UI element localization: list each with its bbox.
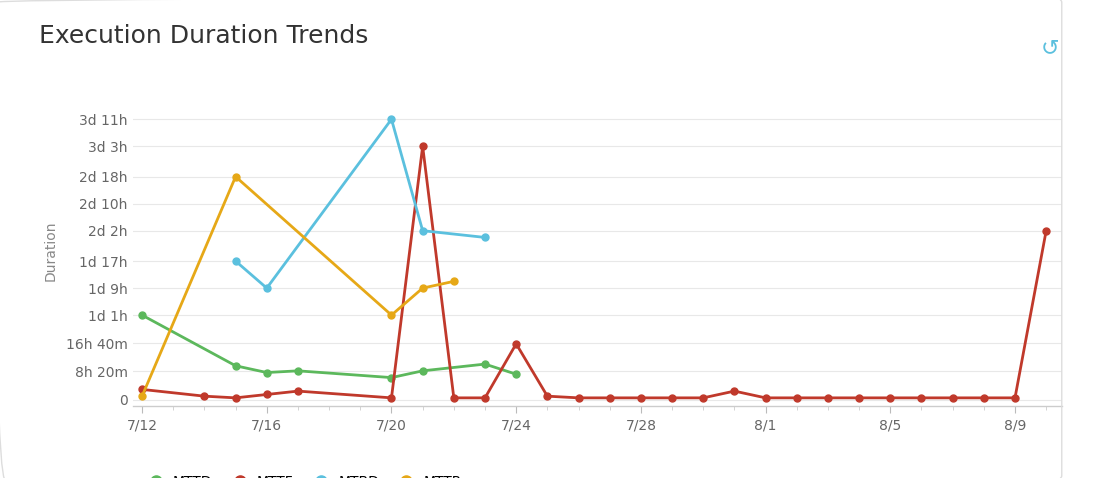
MTTF [229,395,242,401]
MTTR [135,393,148,399]
Line: MTTD: MTTD [138,312,520,381]
MTTF [291,388,304,394]
MTBD [229,258,242,264]
MTTF [603,395,616,401]
MTTF [447,395,460,401]
MTTF [915,395,928,401]
MTTF [260,391,273,397]
MTTD [479,361,492,367]
Y-axis label: Duration: Duration [43,221,58,281]
MTTF [697,395,710,401]
MTTF [572,395,585,401]
MTTF [1040,228,1053,234]
MTTD [510,371,523,377]
MTTF [884,395,897,401]
MTTF [759,395,772,401]
MTTF [853,395,866,401]
Text: Execution Duration Trends: Execution Duration Trends [39,24,368,48]
MTTD [229,363,242,369]
MTTF [198,393,211,399]
MTTF [416,143,429,149]
Text: ↺: ↺ [1041,38,1060,58]
MTBD [479,235,492,240]
MTTF [634,395,647,401]
MTBD [416,228,429,234]
MTTF [946,395,959,401]
Line: MTTR: MTTR [138,173,457,400]
MTTD [416,368,429,374]
MTTF [728,388,741,394]
MTTF [541,393,554,399]
MTBD [385,116,398,122]
MTTD [385,375,398,380]
MTTD [260,369,273,375]
MTTF [479,395,492,401]
MTTF [666,395,679,401]
MTBD [260,285,273,291]
Line: MTBD: MTBD [232,116,489,292]
MTTR [385,312,398,318]
MTTR [447,279,460,284]
MTTF [1009,395,1022,401]
MTTF [790,395,803,401]
MTTR [416,285,429,291]
Legend: MTTD, MTTF, MTBD, MTTR: MTTD, MTTF, MTBD, MTTR [139,469,468,478]
MTTF [510,341,523,347]
MTTF [385,395,398,401]
MTTR [229,174,242,180]
MTTF [135,387,148,392]
MTTF [822,395,835,401]
MTTD [135,312,148,318]
MTTD [291,368,304,374]
MTTF [978,395,991,401]
Line: MTTF: MTTF [138,143,1050,402]
